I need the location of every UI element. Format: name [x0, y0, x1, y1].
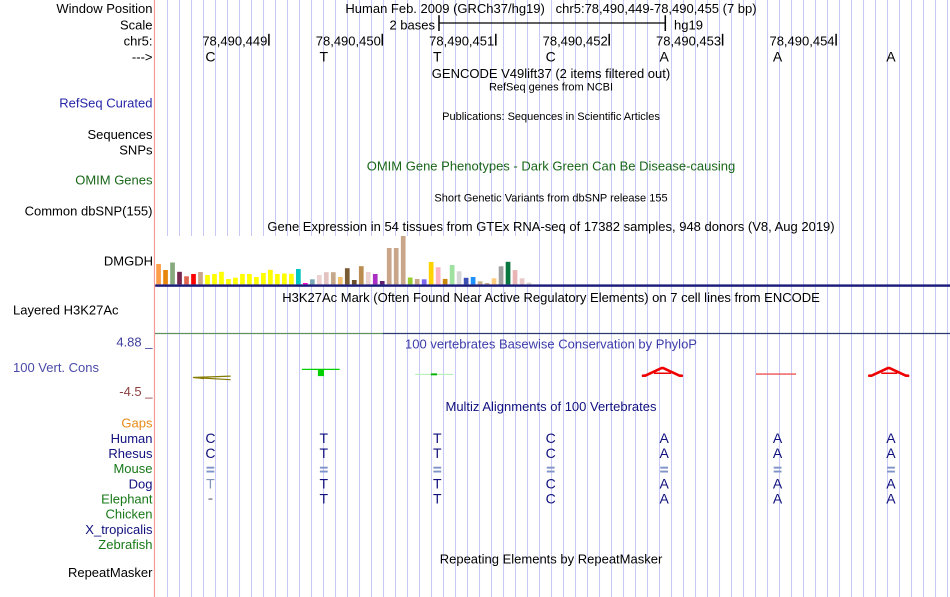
svg-text:Dog: Dog [129, 476, 153, 491]
svg-text:T: T [320, 48, 329, 64]
svg-text:DMGDH: DMGDH [104, 254, 153, 269]
svg-text:A: A [773, 475, 783, 491]
svg-text:78,490,454: 78,490,454 [769, 33, 834, 48]
svg-text:RefSeq genes from NCBI: RefSeq genes from NCBI [489, 82, 613, 94]
svg-text:A: A [886, 48, 896, 64]
svg-text:A: A [886, 430, 896, 446]
svg-text:Publications: Sequences in Sci: Publications: Sequences in Scientific Ar… [442, 111, 660, 123]
svg-text:C: C [546, 475, 556, 491]
svg-text:C: C [546, 490, 556, 506]
svg-text:T: T [433, 475, 442, 491]
svg-text:A: A [773, 445, 783, 461]
svg-text:RefSeq Curated: RefSeq Curated [59, 96, 152, 111]
svg-text:C: C [205, 48, 215, 64]
svg-text:Layered H3K27Ac: Layered H3K27Ac [13, 303, 119, 318]
svg-text:H3K27Ac Mark (Often Found Near: H3K27Ac Mark (Often Found Near Active Re… [282, 290, 820, 305]
svg-text:100 vertebrates Basewise Conse: 100 vertebrates Basewise Conservation by… [405, 337, 697, 352]
svg-text:Sequences: Sequences [87, 127, 153, 142]
svg-text:Mouse: Mouse [113, 461, 152, 476]
svg-text:RepeatMasker: RepeatMasker [68, 565, 153, 580]
svg-text:4.88 _: 4.88 _ [116, 334, 153, 349]
svg-text:Zebrafish: Zebrafish [98, 537, 152, 552]
svg-text:Human: Human [111, 431, 153, 446]
svg-text:C: C [546, 430, 556, 446]
svg-text:OMIM Gene Phenotypes - Dark Gr: OMIM Gene Phenotypes - Dark Green Can Be… [367, 158, 736, 173]
svg-text:78,490,451: 78,490,451 [429, 33, 494, 48]
svg-text:A: A [773, 48, 783, 64]
svg-text:Elephant: Elephant [101, 491, 153, 506]
svg-text:T: T [206, 475, 215, 491]
svg-text:A: A [659, 48, 669, 64]
svg-text:A: A [659, 475, 669, 491]
svg-text:Gene Expression in 54 tissues: Gene Expression in 54 tissues from GTEx … [267, 219, 834, 234]
svg-text:Chicken: Chicken [106, 507, 153, 522]
svg-text:Scale: Scale [120, 18, 153, 33]
svg-text:A: A [659, 430, 669, 446]
svg-text:SNPs: SNPs [119, 143, 153, 158]
svg-text:T: T [433, 430, 442, 446]
svg-text:T: T [433, 490, 442, 506]
svg-text:A: A [773, 490, 783, 506]
svg-text:Rhesus: Rhesus [108, 446, 153, 461]
svg-text:2 bases: 2 bases [389, 18, 435, 33]
svg-text:A: A [886, 490, 896, 506]
svg-text:OMIM Genes: OMIM Genes [75, 173, 153, 188]
svg-text:T: T [320, 475, 329, 491]
svg-text:Repeating Elements by RepeatMa: Repeating Elements by RepeatMasker [440, 552, 663, 567]
svg-text:A: A [773, 430, 783, 446]
svg-text:A: A [886, 445, 896, 461]
svg-text:T: T [433, 48, 442, 64]
svg-text:A: A [659, 490, 669, 506]
svg-text:Window Position: Window Position [56, 1, 152, 16]
svg-text:78,490,452: 78,490,452 [543, 33, 608, 48]
svg-text:A: A [659, 445, 669, 461]
svg-text:-4.5 _: -4.5 _ [119, 384, 153, 399]
svg-text:C: C [205, 430, 215, 446]
svg-text:T: T [433, 445, 442, 461]
svg-text:Human Feb. 2009 (GRCh37/hg19): Human Feb. 2009 (GRCh37/hg19) chr5:78,49… [345, 1, 756, 16]
svg-text:78,490,450: 78,490,450 [316, 33, 381, 48]
svg-text:C: C [546, 445, 556, 461]
svg-text:GENCODE V49lift37 (2 items fil: GENCODE V49lift37 (2 items filtered out) [432, 66, 670, 81]
svg-text:78,490,453: 78,490,453 [656, 33, 721, 48]
svg-text:100 Vert. Cons: 100 Vert. Cons [13, 360, 99, 375]
svg-text:T: T [320, 445, 329, 461]
svg-text:78,490,449: 78,490,449 [202, 33, 267, 48]
svg-text:X_tropicalis: X_tropicalis [85, 522, 153, 537]
svg-text:C: C [205, 445, 215, 461]
svg-text:T: T [320, 430, 329, 446]
svg-text:chr5:: chr5: [124, 33, 153, 48]
svg-text:C: C [546, 48, 556, 64]
svg-text:Multiz Alignments of 100 Verte: Multiz Alignments of 100 Vertebrates [445, 399, 657, 414]
svg-text:hg19: hg19 [674, 18, 703, 33]
svg-text:Gaps: Gaps [121, 416, 153, 431]
svg-text:A: A [886, 475, 896, 491]
svg-text:Common dbSNP(155): Common dbSNP(155) [25, 204, 153, 219]
svg-text:T: T [320, 490, 329, 506]
svg-text:--->: ---> [132, 49, 153, 64]
svg-text:Short Genetic Variants from db: Short Genetic Variants from dbSNP releas… [434, 192, 667, 204]
